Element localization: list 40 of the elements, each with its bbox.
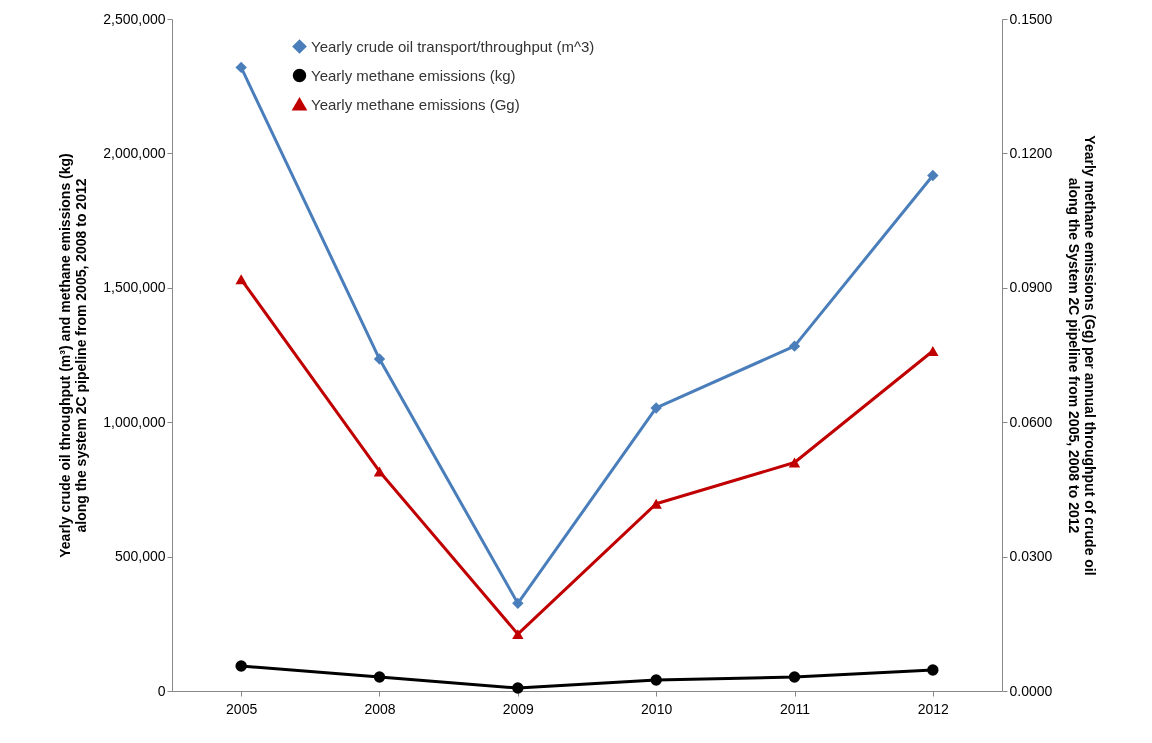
point	[927, 169, 939, 182]
x-tick-label: 2011	[779, 700, 811, 717]
point	[788, 340, 801, 352]
y-axis-title: Yearly crude oil throughput (m³) and methane emissions (kg) along the system 2C pipeline from 2005, 2008 to 2012	[57, 153, 90, 558]
x-tick-label: 2010	[641, 700, 673, 717]
point	[788, 457, 801, 468]
y2-tick-label: 0.1200	[1009, 144, 1053, 161]
point	[650, 498, 662, 509]
point	[235, 274, 247, 285]
legend-label: Yearly methane emissions (kg)	[311, 66, 516, 84]
y-tick-label: 1,000,000	[103, 413, 166, 430]
y2-tick-label: 0.1500	[1009, 10, 1053, 27]
point	[235, 660, 247, 672]
y2-tick-label: 0.0900	[1009, 279, 1053, 296]
point	[373, 353, 386, 365]
point	[927, 664, 939, 676]
point	[235, 61, 247, 74]
legend-label: Yearly methane emissions (Gg)	[311, 95, 520, 113]
point	[373, 466, 386, 477]
point	[512, 682, 524, 694]
point	[512, 597, 524, 610]
y2-tick-label: 0.0300	[1009, 548, 1053, 565]
y-tick-label: 2,500,000	[103, 10, 166, 27]
x-tick-label: 2005	[226, 700, 258, 717]
y-tick-label: 500,000	[114, 548, 166, 565]
point	[788, 671, 801, 683]
x-tick-label: 2012	[917, 700, 950, 717]
y-tick-label: 0	[157, 682, 166, 699]
point	[650, 402, 662, 414]
point	[373, 671, 386, 683]
y-tick-label: 2,000,000	[103, 144, 166, 161]
legend-label: Yearly crude oil transport/throughput (m^3)	[311, 37, 595, 55]
point	[650, 674, 662, 686]
point	[512, 629, 524, 640]
y2-axis-title: Yearly methane emissions (Gg) per annual throughput of crude oil along the System 2C pipeline from 2005, 2008 to 2012	[1066, 135, 1099, 576]
y2-tick-label: 0.0600	[1009, 413, 1053, 430]
y-tick-label: 1,500,000	[103, 279, 166, 296]
x-tick-label: 2008	[364, 700, 396, 717]
x-tick-label: 2009	[502, 700, 535, 717]
y2-tick-label: 0.0000	[1009, 682, 1053, 699]
